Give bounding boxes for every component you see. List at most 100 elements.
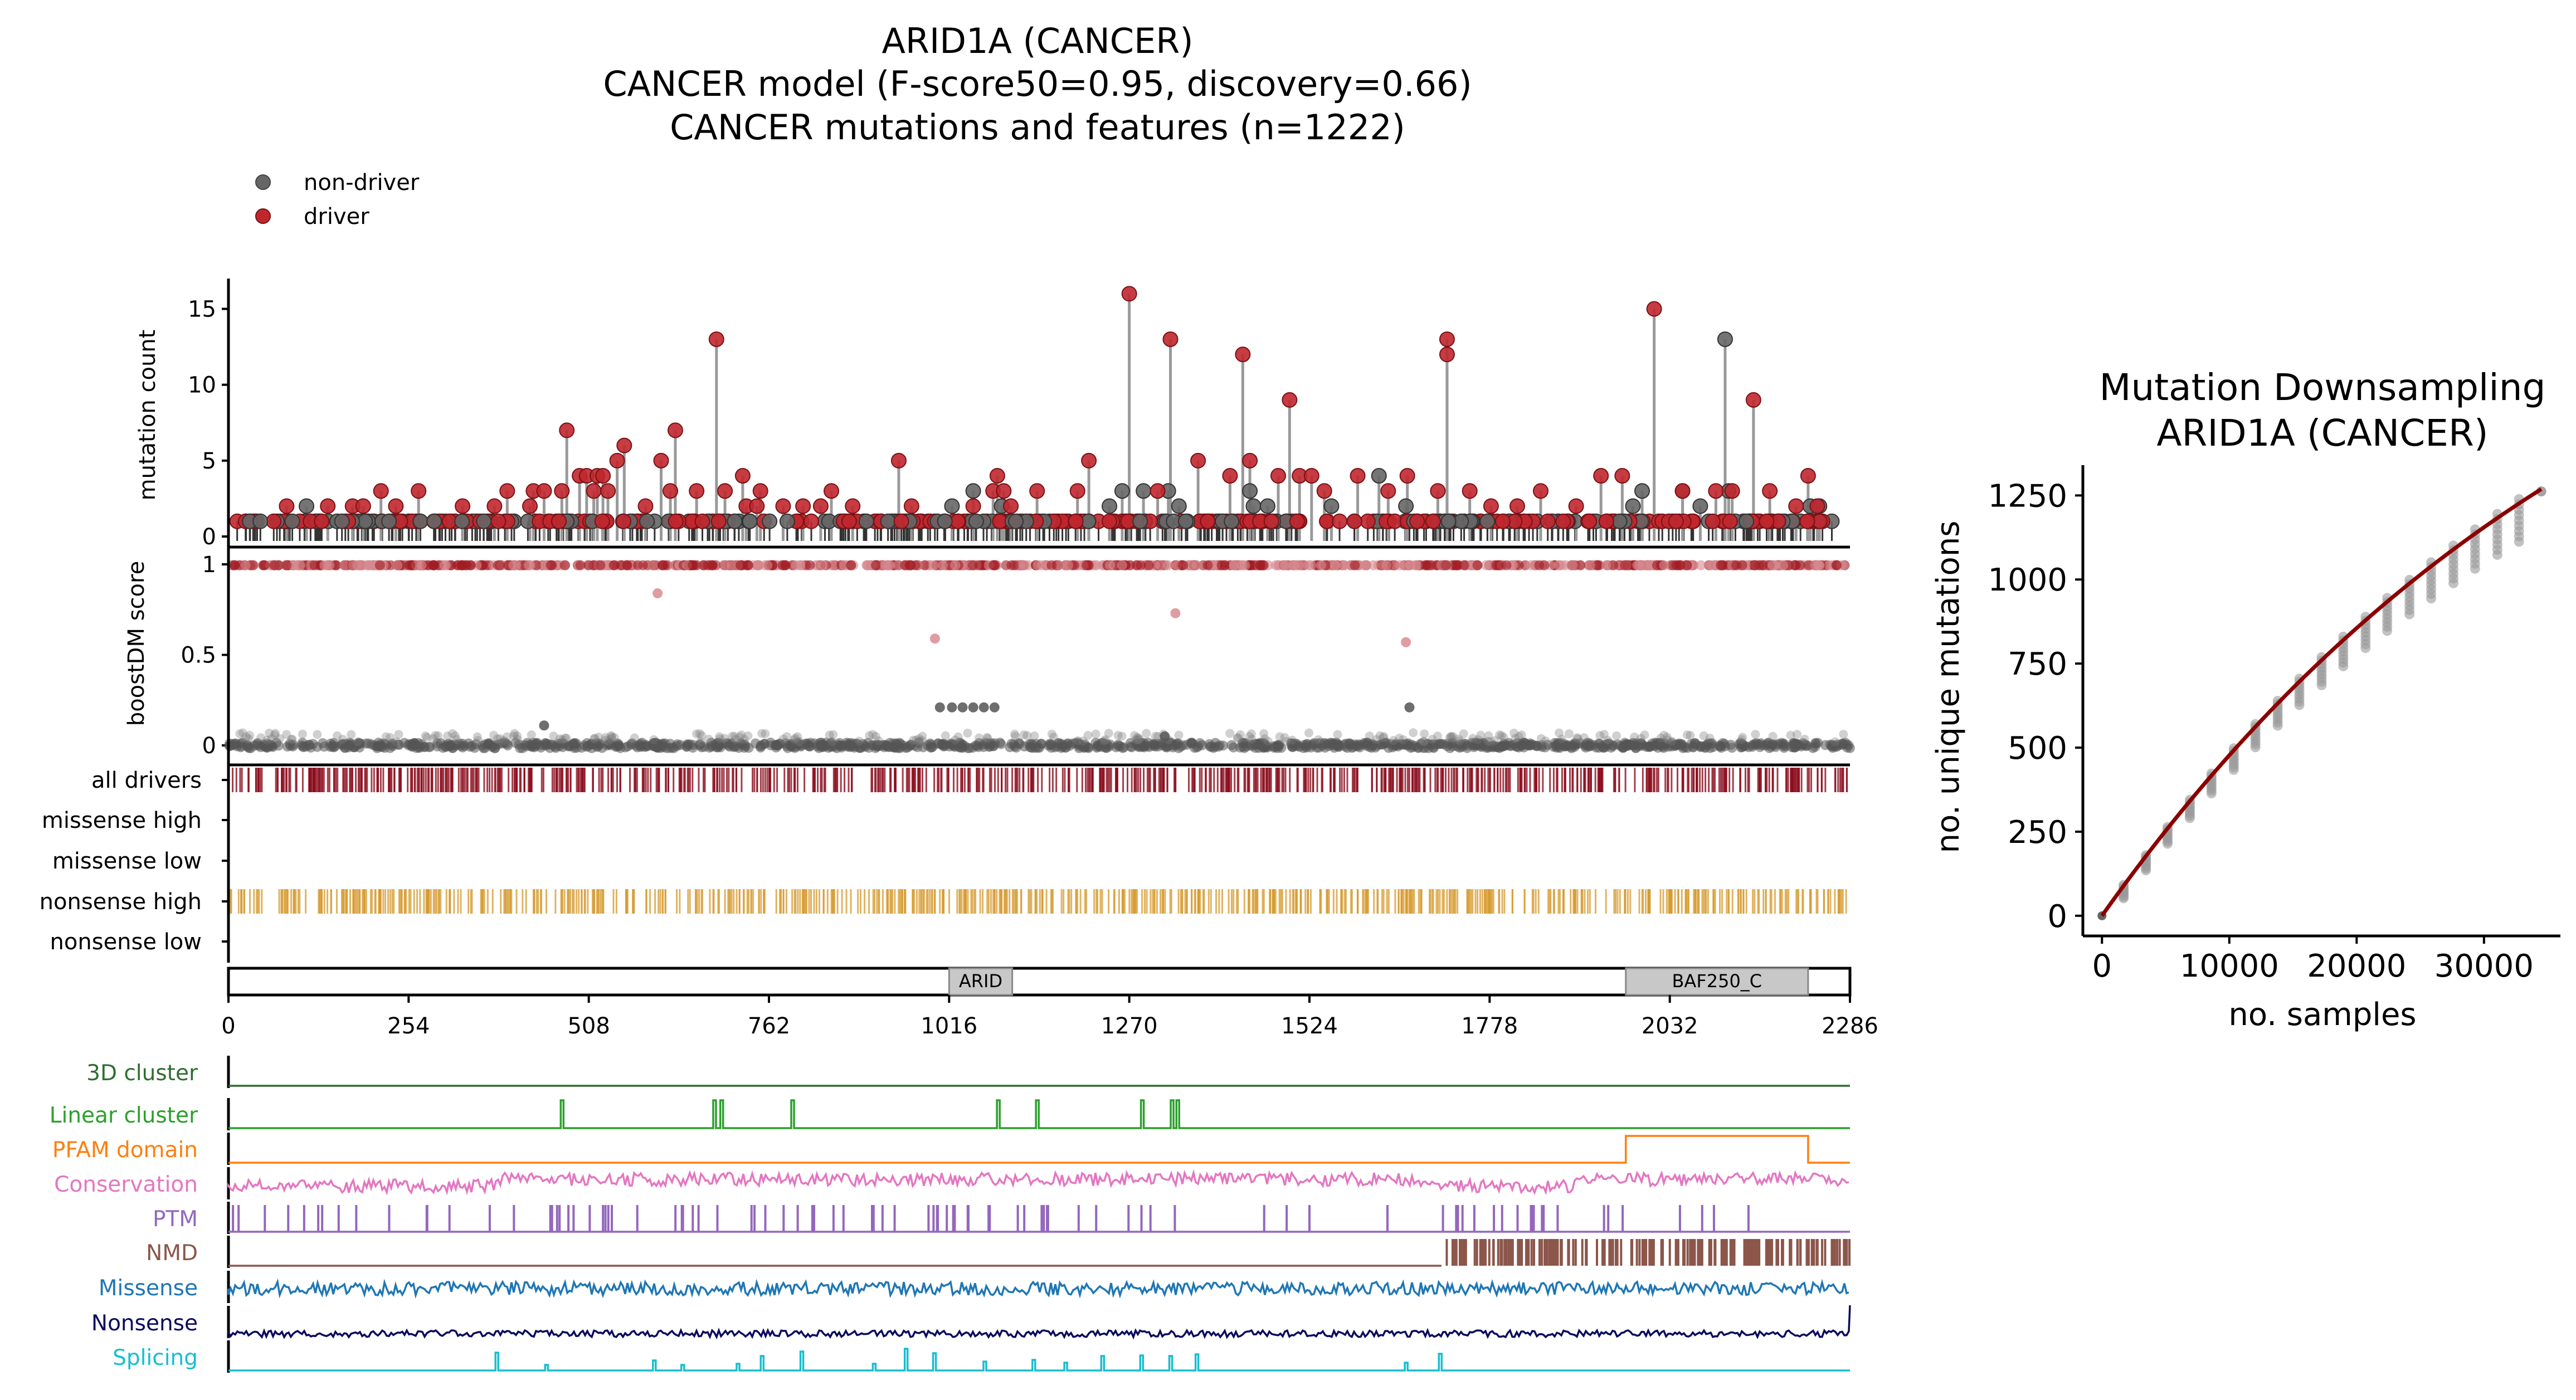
score-point-nondriver (1091, 729, 1100, 739)
score-point-nondriver (1022, 731, 1032, 740)
score-point (968, 702, 978, 713)
mutation-head (373, 483, 389, 499)
score-point-nondriver (1195, 738, 1205, 748)
score-point-driver (1634, 560, 1645, 570)
mutation-head (637, 498, 654, 514)
score-point-nondriver (1727, 743, 1737, 753)
mutation-head (1745, 392, 1761, 408)
mutation-head (742, 513, 758, 529)
rug-row-label: missense high (42, 808, 202, 833)
title-line-1: ARID1A (CANCER) (882, 21, 1193, 61)
score-point-nondriver (1389, 736, 1398, 745)
mutation-head (1509, 498, 1525, 514)
mutation-head (1809, 498, 1825, 514)
mutation-head (1289, 513, 1305, 529)
score-point-nondriver (340, 743, 350, 753)
mutation-head (795, 498, 811, 514)
score-point-driver (309, 560, 320, 570)
score-point-driver (1316, 560, 1326, 570)
mutation-head (762, 513, 778, 529)
mutation-head (559, 422, 575, 438)
score-point-nondriver (363, 738, 374, 749)
title-line-3: CANCER mutations and features (n=1222) (670, 107, 1405, 148)
mutation-head (1692, 498, 1708, 514)
score-point-driver (937, 560, 948, 570)
mutation-head (1259, 498, 1275, 514)
score-point-nondriver (338, 734, 348, 744)
domain-label: ARID (959, 970, 1002, 992)
mutation-head (1722, 513, 1738, 529)
mutation-head (1430, 483, 1446, 499)
mutation-head (1245, 498, 1262, 514)
mutation-head (1190, 452, 1206, 469)
feature-track-line (228, 1099, 1850, 1129)
mutation-head (1799, 513, 1815, 529)
mutation-head (1668, 513, 1684, 529)
mutation-head (426, 513, 442, 529)
score-point-nondriver (1778, 740, 1789, 751)
legend: non-driver driver (255, 170, 420, 230)
score-point-driver (392, 560, 403, 570)
mutation-head (252, 513, 269, 529)
mutation-head (1555, 513, 1571, 529)
score-point-driver (1451, 560, 1462, 570)
score-point (957, 702, 968, 713)
score-point-nondriver (649, 735, 659, 744)
mutation-head (1242, 452, 1258, 469)
boostdm-score-panel: boostDM score 0 0.5 1 (124, 547, 1855, 767)
score-point-nondriver (1667, 736, 1677, 746)
score-point (1401, 637, 1411, 647)
score-point (929, 633, 940, 644)
mutation-count-axis-label: mutation count (135, 330, 160, 501)
mutation-head (1332, 513, 1348, 529)
score-tick-label: 1 (202, 552, 216, 578)
score-point-driver (1202, 560, 1213, 570)
score-point-driver (928, 560, 938, 570)
score-point-nondriver (1645, 741, 1655, 752)
feature-track-label: NMD (146, 1241, 198, 1266)
score-point-driver (698, 560, 709, 570)
score-point-nondriver (917, 736, 927, 745)
mutation-head (996, 483, 1012, 499)
score-point-nondriver (1830, 737, 1840, 747)
score-point-nondriver (353, 737, 363, 747)
score-point-driver (352, 560, 363, 570)
domain-track: ARID BAF250_C 0 254 508 762 1016 1270 1524 1778 2… (221, 967, 1878, 1039)
legend-label-non-driver: non-driver (304, 170, 420, 196)
mutation-head (616, 513, 632, 529)
score-point-nondriver (428, 734, 438, 743)
mutation-head (1800, 468, 1816, 484)
score-point-nondriver (1569, 742, 1580, 752)
mutation-head (1068, 513, 1084, 529)
score-point-nondriver (549, 731, 558, 741)
score-point-driver (777, 560, 788, 570)
mutation-head (355, 498, 371, 514)
mutation-head (1568, 498, 1584, 514)
score-point-driver (950, 560, 961, 570)
score-point-driver (583, 560, 594, 570)
score-point-nondriver (256, 733, 266, 743)
score-point-driver (295, 560, 305, 570)
score-tick-label: 0.5 (181, 643, 216, 669)
mutation-head (1081, 452, 1097, 469)
score-point-driver (1216, 560, 1227, 570)
score-point-driver (1288, 560, 1298, 570)
score-point-nondriver (1175, 742, 1186, 752)
mutation-head (284, 513, 300, 529)
x-tick-label: 2286 (1822, 1013, 1878, 1039)
score-point-nondriver (1259, 729, 1269, 738)
score-point-driver (1441, 560, 1452, 570)
mutation-head (1069, 483, 1085, 499)
score-point-driver (1554, 560, 1564, 570)
mutation-head (804, 513, 820, 529)
mutation-head (600, 483, 616, 499)
score-point-nondriver (1618, 742, 1628, 752)
score-point-nondriver (473, 732, 482, 742)
mutation-head (1029, 483, 1045, 499)
mutation-head (381, 513, 397, 529)
score-point-nondriver (865, 731, 874, 740)
mutation-head (668, 513, 684, 529)
rug-row-label: nonsense low (50, 929, 202, 955)
mutation-head (944, 498, 960, 514)
x-tick-label: 1016 (921, 1013, 977, 1039)
